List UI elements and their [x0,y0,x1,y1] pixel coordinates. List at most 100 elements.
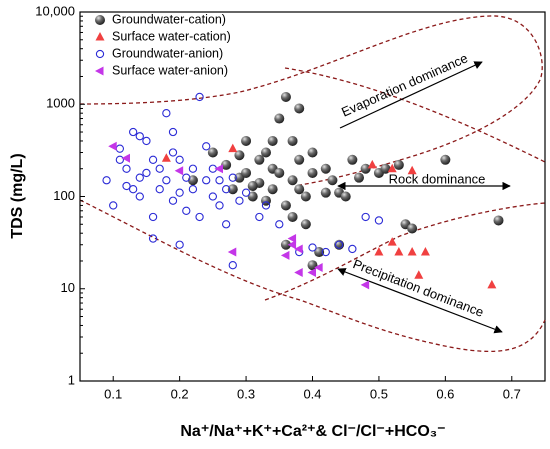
point [261,201,271,210]
y-tick-label: 10 [61,280,75,295]
point [161,153,171,162]
point [135,132,144,141]
point [275,220,284,229]
point [327,175,338,186]
point [128,127,138,137]
point [174,166,184,176]
point [162,109,171,118]
point [287,234,297,244]
point [148,155,158,164]
point [414,270,424,279]
point [254,154,265,165]
legend-label: Groundwater-anion) [112,46,223,60]
legend-marker [95,49,105,59]
point [128,185,138,194]
point [221,185,231,194]
legend-label: Surface water-anion) [112,63,228,77]
point [487,279,497,289]
x-tick-label: 0.4 [303,386,321,401]
x-tick-label: 0.5 [370,386,388,401]
x-tick-label: 0.3 [237,386,255,401]
point [294,184,305,195]
point [314,247,325,258]
point [135,173,144,182]
point [228,173,237,182]
point [148,234,158,243]
legend-label: Surface water-cation) [112,29,231,43]
point [380,163,391,174]
y-tick-label: 100 [53,188,75,203]
x-axis-title: Na⁺/Na⁺+K⁺+Ca²⁺& Cl⁻/Cl⁻+HCO₃⁻ [180,423,445,440]
point [274,113,285,124]
point [202,142,211,151]
point [347,154,358,165]
point [314,262,323,272]
point [121,153,130,163]
point [188,185,198,194]
point [168,196,178,205]
point [280,200,291,211]
point [307,167,318,178]
x-tick-label: 0.1 [104,386,122,401]
point [287,211,298,222]
point [360,280,370,290]
arrow [339,61,483,129]
legend-marker [95,15,105,25]
x-tick-label: 0.2 [171,386,189,401]
point [109,201,118,210]
point [308,243,317,252]
point [228,143,238,153]
annotation: Evaporation dominance [339,50,470,119]
point [142,136,151,146]
point [307,268,316,278]
point [407,165,417,175]
point [294,103,305,114]
point [407,247,417,256]
point [280,250,290,260]
point [182,206,191,215]
point [320,163,331,174]
annotation: Rock dominance [389,171,486,186]
point [287,135,298,146]
point [287,175,298,186]
point [175,240,184,249]
point [340,191,351,202]
point [155,185,164,194]
point [247,191,258,202]
point [115,144,125,153]
x-tick-label: 0.7 [503,386,521,401]
point [175,188,184,197]
point [215,201,224,210]
point [440,154,451,165]
point [267,184,278,195]
point [300,219,311,230]
point [241,188,251,197]
legend-label: Groundwater-cation) [112,12,226,26]
point [267,135,278,146]
point [148,212,158,222]
y-tick-label: 10,000 [35,3,75,18]
point [115,155,125,164]
point [294,154,305,165]
annotation: Precipitation dominance [351,256,486,320]
point [354,172,364,183]
point [407,223,418,234]
point [221,159,232,170]
point [247,180,258,191]
point [241,167,252,178]
point [367,159,377,169]
point [300,191,311,202]
point [214,164,223,174]
point [102,176,111,185]
point [393,159,404,170]
point [235,196,244,205]
point [122,181,131,191]
point [234,150,245,161]
point [261,147,271,158]
point [387,163,397,173]
y-axis-title: TDS (mg/L) [9,153,26,238]
point [168,148,178,157]
point [135,192,144,201]
point [228,261,237,270]
